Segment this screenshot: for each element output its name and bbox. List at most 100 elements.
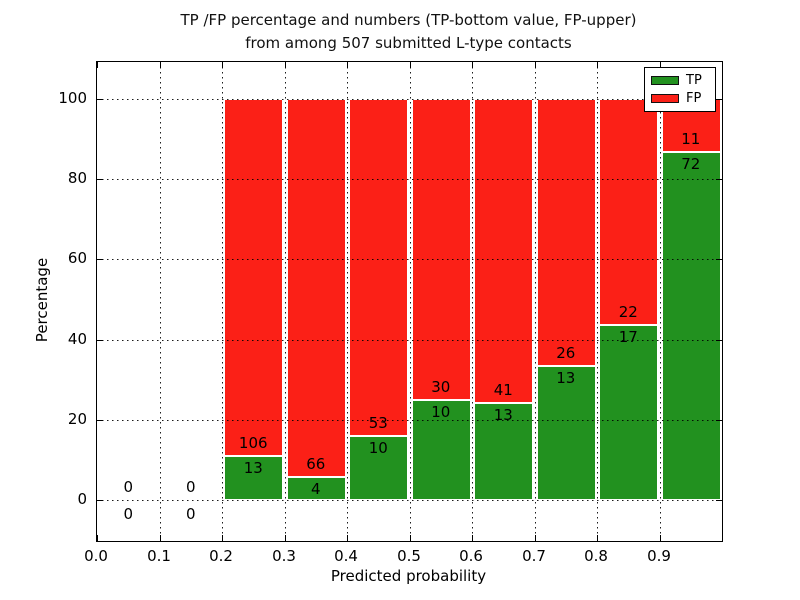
horizontal-gridline (97, 179, 722, 180)
x-tick-mark (410, 535, 411, 541)
annotation-fp-count: 66 (306, 455, 326, 473)
bar-segment-tp (599, 325, 658, 500)
annotation-tp-count: 13 (243, 459, 263, 477)
legend: TP FP (644, 67, 716, 112)
y-tick-mark (716, 99, 722, 100)
y-tick-mark (97, 99, 103, 100)
vertical-gridline (347, 62, 348, 541)
vertical-gridline (160, 62, 161, 541)
y-tick-label: 80 (67, 169, 87, 187)
bar-segment-fp (224, 99, 283, 456)
x-tick-mark (97, 62, 98, 68)
chart-title-line2: from among 507 submitted L-type contacts (245, 34, 572, 52)
annotation-tp-count: 0 (123, 505, 134, 523)
vertical-gridline (285, 62, 286, 541)
annotation-tp-count: 17 (618, 328, 638, 346)
x-tick-mark (222, 62, 223, 68)
horizontal-gridline (97, 259, 722, 260)
chart-title-line1: TP /FP percentage and numbers (TP-bottom… (180, 11, 637, 29)
bar-segment-tp (474, 403, 533, 500)
x-tick-label: 0.8 (584, 547, 608, 565)
x-tick-label: 0.4 (334, 547, 358, 565)
annotation-tp-count: 72 (681, 155, 701, 173)
plot-area: TP FP 0 0 0 0 106 13 66 4 53 10 30 10 41 13 26 13 22 17 11… (96, 61, 723, 542)
y-tick-mark (97, 259, 103, 260)
y-tick-mark (716, 340, 722, 341)
x-tick-mark (597, 62, 598, 68)
x-tick-mark (660, 62, 661, 68)
x-tick-mark (347, 62, 348, 68)
vertical-gridline (535, 62, 536, 541)
annotation-fp-count: 26 (556, 344, 576, 362)
bar-segment-tp (224, 456, 283, 500)
x-tick-label: 0.2 (209, 547, 233, 565)
vertical-gridline (222, 62, 223, 541)
legend-swatch-tp (651, 76, 679, 85)
vertical-gridline (410, 62, 411, 541)
x-tick-mark (535, 62, 536, 68)
horizontal-gridline (97, 99, 722, 100)
chart-title: TP /FP percentage and numbers (TP-bottom… (96, 9, 721, 55)
x-tick-label: 0.3 (272, 547, 296, 565)
vertical-gridline (597, 62, 598, 541)
horizontal-gridline (97, 340, 722, 341)
x-tick-mark (160, 62, 161, 68)
annotation-fp-count: 0 (123, 478, 134, 496)
annotation-tp-count: 10 (368, 439, 388, 457)
x-tick-mark (660, 535, 661, 541)
bar-segment-tp (412, 400, 471, 500)
x-tick-mark (285, 62, 286, 68)
annotation-fp-count: 11 (681, 130, 701, 148)
y-tick-mark (716, 259, 722, 260)
annotation-tp-count: 13 (556, 369, 576, 387)
annotation-fp-count: 41 (493, 381, 513, 399)
vertical-gridline (660, 62, 661, 541)
annotation-tp-count: 10 (431, 403, 451, 421)
x-tick-mark (285, 535, 286, 541)
x-tick-label: 0.1 (147, 547, 171, 565)
y-tick-mark (97, 340, 103, 341)
x-tick-mark (97, 535, 98, 541)
x-tick-mark (222, 535, 223, 541)
annotation-tp-count: 13 (493, 406, 513, 424)
annotation-tp-count: 0 (185, 505, 196, 523)
bar-segment-fp (412, 99, 471, 400)
annotation-fp-count: 53 (368, 414, 388, 432)
legend-swatch-fp (651, 94, 679, 103)
annotation-fp-count: 0 (185, 478, 196, 496)
horizontal-gridline (97, 500, 722, 501)
x-tick-label: 0.7 (522, 547, 546, 565)
x-tick-mark (410, 62, 411, 68)
y-tick-label: 60 (67, 249, 87, 267)
bar-segment-fp (349, 99, 408, 436)
x-axis-label: Predicted probability (330, 567, 487, 585)
bar-segment-tp (349, 436, 408, 500)
annotation-fp-count: 30 (431, 378, 451, 396)
bar-segment-fp (537, 99, 596, 366)
x-tick-mark (347, 535, 348, 541)
y-tick-mark (716, 179, 722, 180)
annotation-fp-count: 106 (238, 434, 268, 452)
bar-segment-tp (662, 152, 721, 500)
legend-label-fp: FP (686, 91, 702, 106)
bar-segment-fp (474, 99, 533, 403)
legend-item-fp: FP (651, 91, 709, 106)
annotation-fp-count: 22 (618, 303, 638, 321)
legend-label-tp: TP (686, 73, 702, 88)
y-tick-mark (716, 500, 722, 501)
legend-item-tp: TP (651, 73, 709, 88)
y-tick-label: 20 (67, 410, 87, 428)
y-tick-label: 0 (77, 490, 87, 508)
y-tick-mark (716, 420, 722, 421)
x-tick-label: 0.0 (84, 547, 108, 565)
annotation-tp-count: 4 (310, 480, 321, 498)
x-tick-label: 0.5 (397, 547, 421, 565)
bar-segment-tp (537, 366, 596, 500)
y-tick-label: 100 (58, 89, 87, 107)
bar-segment-fp (599, 99, 658, 325)
vertical-gridline (472, 62, 473, 541)
x-tick-mark (597, 535, 598, 541)
x-tick-mark (472, 62, 473, 68)
y-tick-mark (97, 500, 103, 501)
